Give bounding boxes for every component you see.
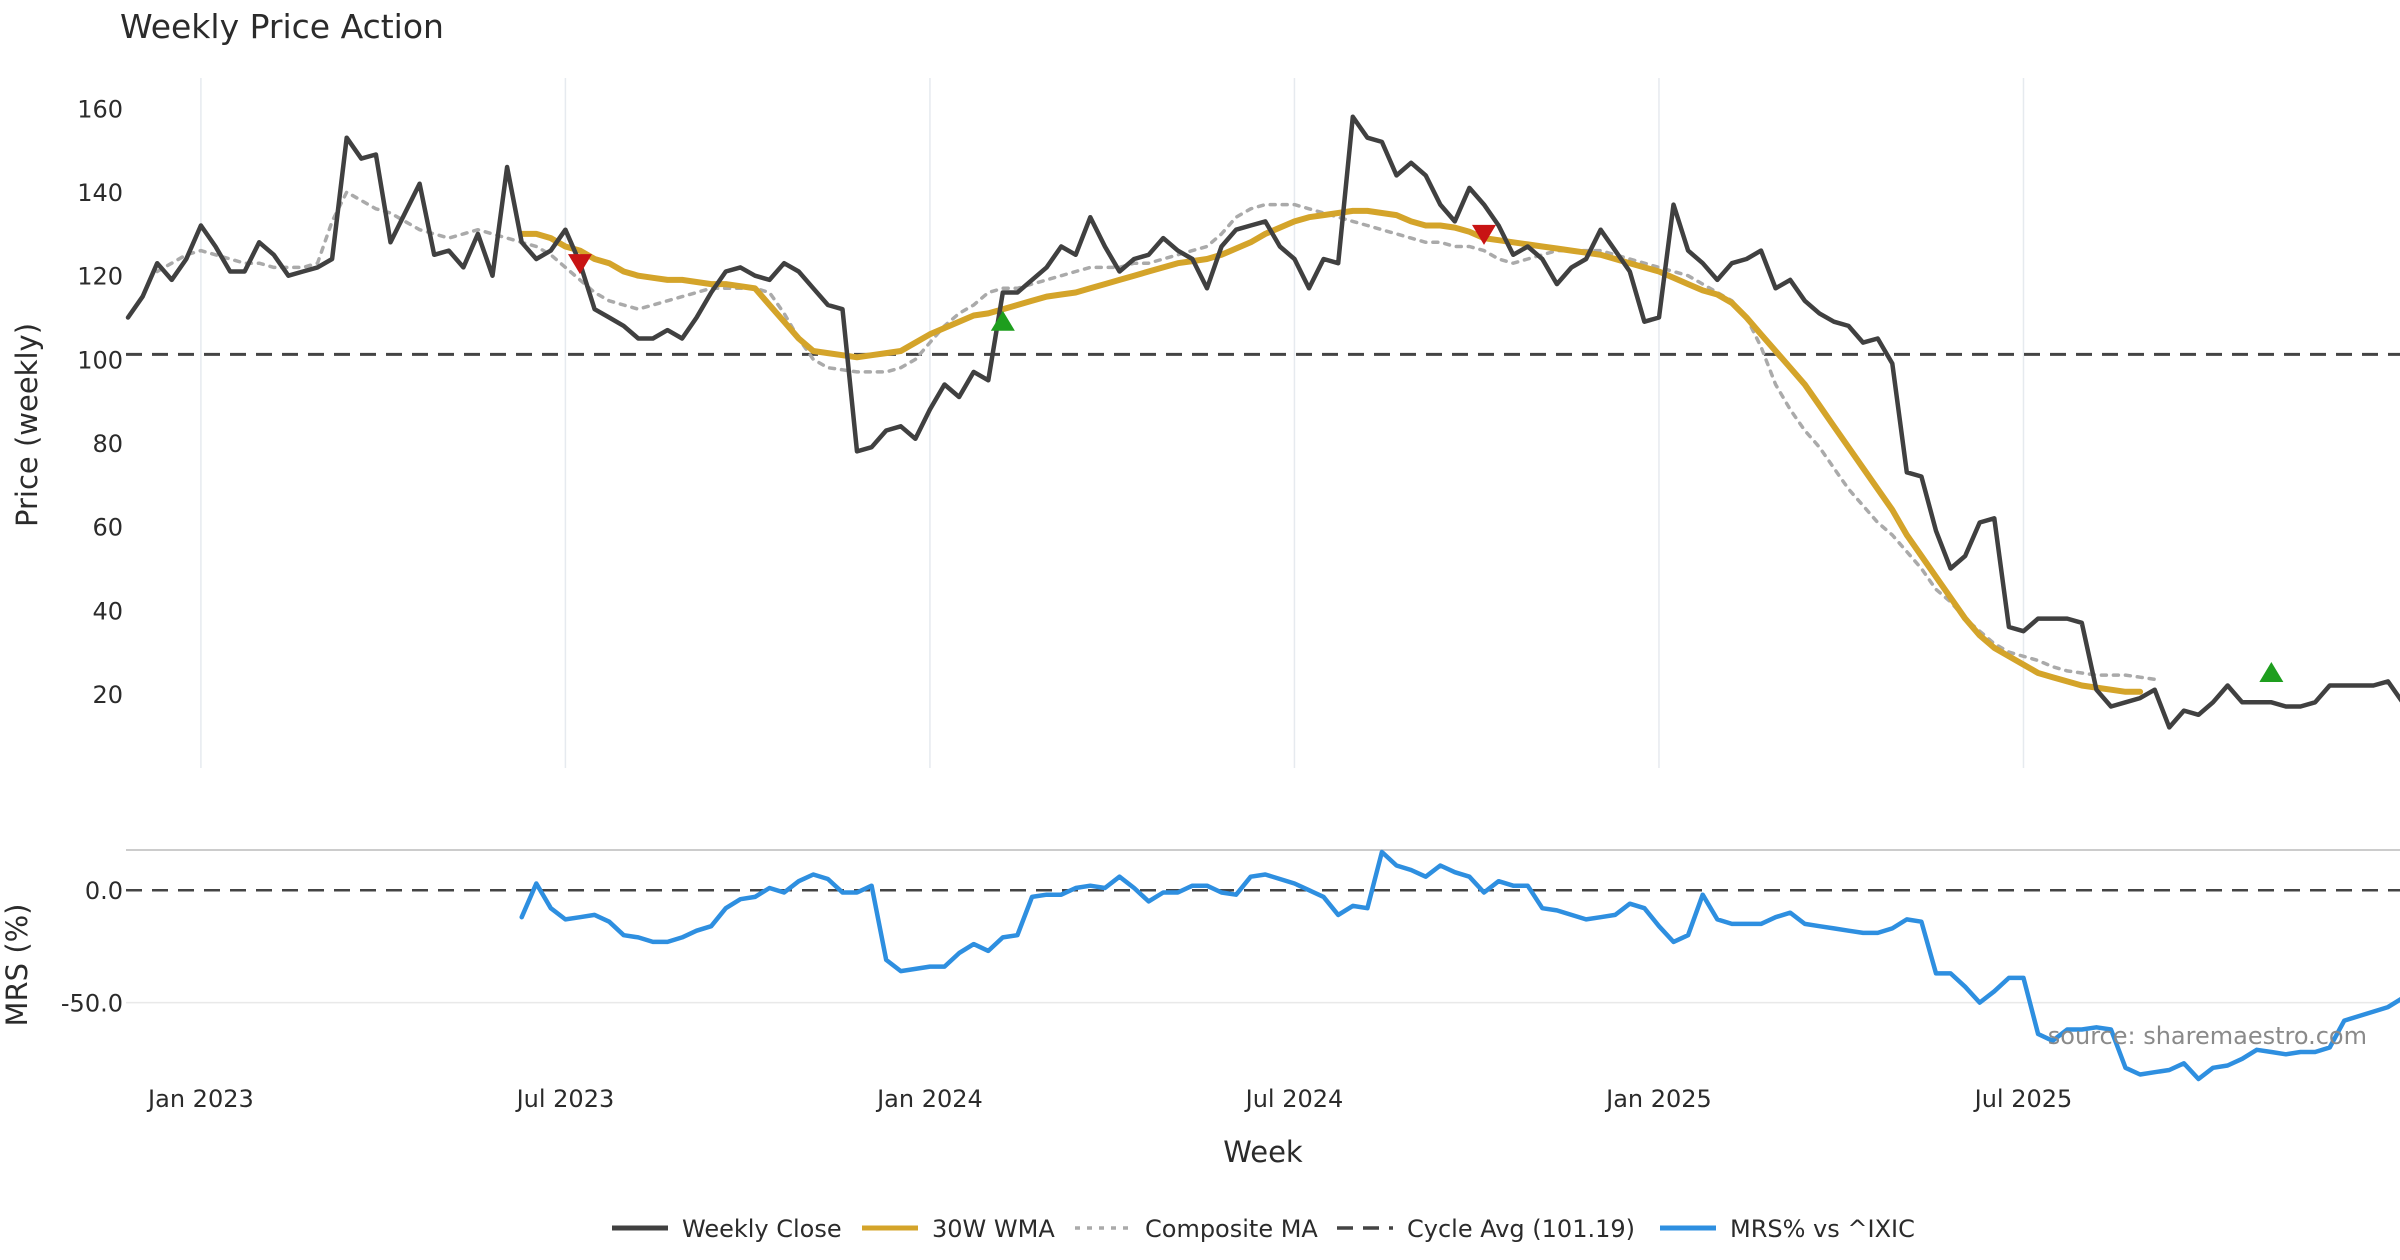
mrs-y-tick-1: -50.0 — [61, 990, 123, 1018]
sell-signal-marker-2 — [1472, 224, 1496, 245]
legend-label-2: Composite MA — [1145, 1215, 1318, 1243]
mrs-series — [519, 849, 2400, 1082]
x-tick-0: Jan 2023 — [146, 1085, 254, 1113]
mrs-y-ticks: 0.0 -50.0 — [61, 877, 123, 1017]
x-tick-3: Jul 2024 — [1244, 1085, 1344, 1113]
vertical-gridlines — [126, 78, 2400, 1004]
price-y-tick-1: 40 — [92, 597, 123, 625]
legend-label-4: MRS% vs ^IXIC — [1730, 1215, 1915, 1243]
30w-wma-line — [518, 207, 2144, 695]
legend-label-3: Cycle Avg (101.19) — [1407, 1215, 1635, 1243]
legend: Weekly Close 30W WMA Composite MA Cycle Avg… — [612, 1215, 1915, 1243]
sell-signal-marker-0 — [568, 254, 592, 275]
x-tick-1: Jul 2023 — [515, 1085, 615, 1113]
price-y-tick-6: 140 — [77, 179, 123, 207]
legend-label-1: 30W WMA — [932, 1215, 1055, 1243]
price-series — [125, 114, 2400, 730]
price-y-tick-3: 80 — [92, 430, 123, 458]
x-tick-4: Jan 2025 — [1604, 1085, 1712, 1113]
x-tick-2: Jan 2024 — [875, 1085, 983, 1113]
price-y-tick-0: 20 — [92, 681, 123, 709]
price-y-tick-5: 120 — [77, 263, 123, 291]
mrs-y-axis-label: MRS (%) — [0, 904, 34, 1027]
weekly-close-line — [125, 114, 2400, 730]
x-tick-labels: Jan 2023 Jul 2023 Jan 2024 Jul 2024 Jan 2025… — [146, 1085, 2072, 1113]
price-y-ticks: 20 40 60 80 100 120 140 160 — [77, 95, 123, 708]
mrs-y-tick-0: 0.0 — [85, 877, 123, 905]
price-y-tick-7: 160 — [77, 95, 123, 123]
price-y-tick-2: 60 — [92, 514, 123, 542]
buy-signal-marker-3 — [2259, 662, 2284, 682]
source-label: source: sharemaestro.com — [2048, 1022, 2367, 1050]
legend-label-0: Weekly Close — [682, 1215, 842, 1243]
mrs-line — [519, 849, 2400, 1082]
composite-ma-line — [155, 190, 2157, 682]
buy-signal-marker-1 — [990, 310, 1015, 331]
signal-markers — [568, 224, 2284, 682]
price-y-axis-label: Price (weekly) — [10, 323, 44, 527]
x-axis-label: Week — [1223, 1135, 1303, 1169]
x-tick-5: Jul 2025 — [1973, 1085, 2073, 1113]
price-y-tick-4: 100 — [77, 346, 123, 374]
chart-title: Weekly Price Action — [120, 7, 444, 46]
